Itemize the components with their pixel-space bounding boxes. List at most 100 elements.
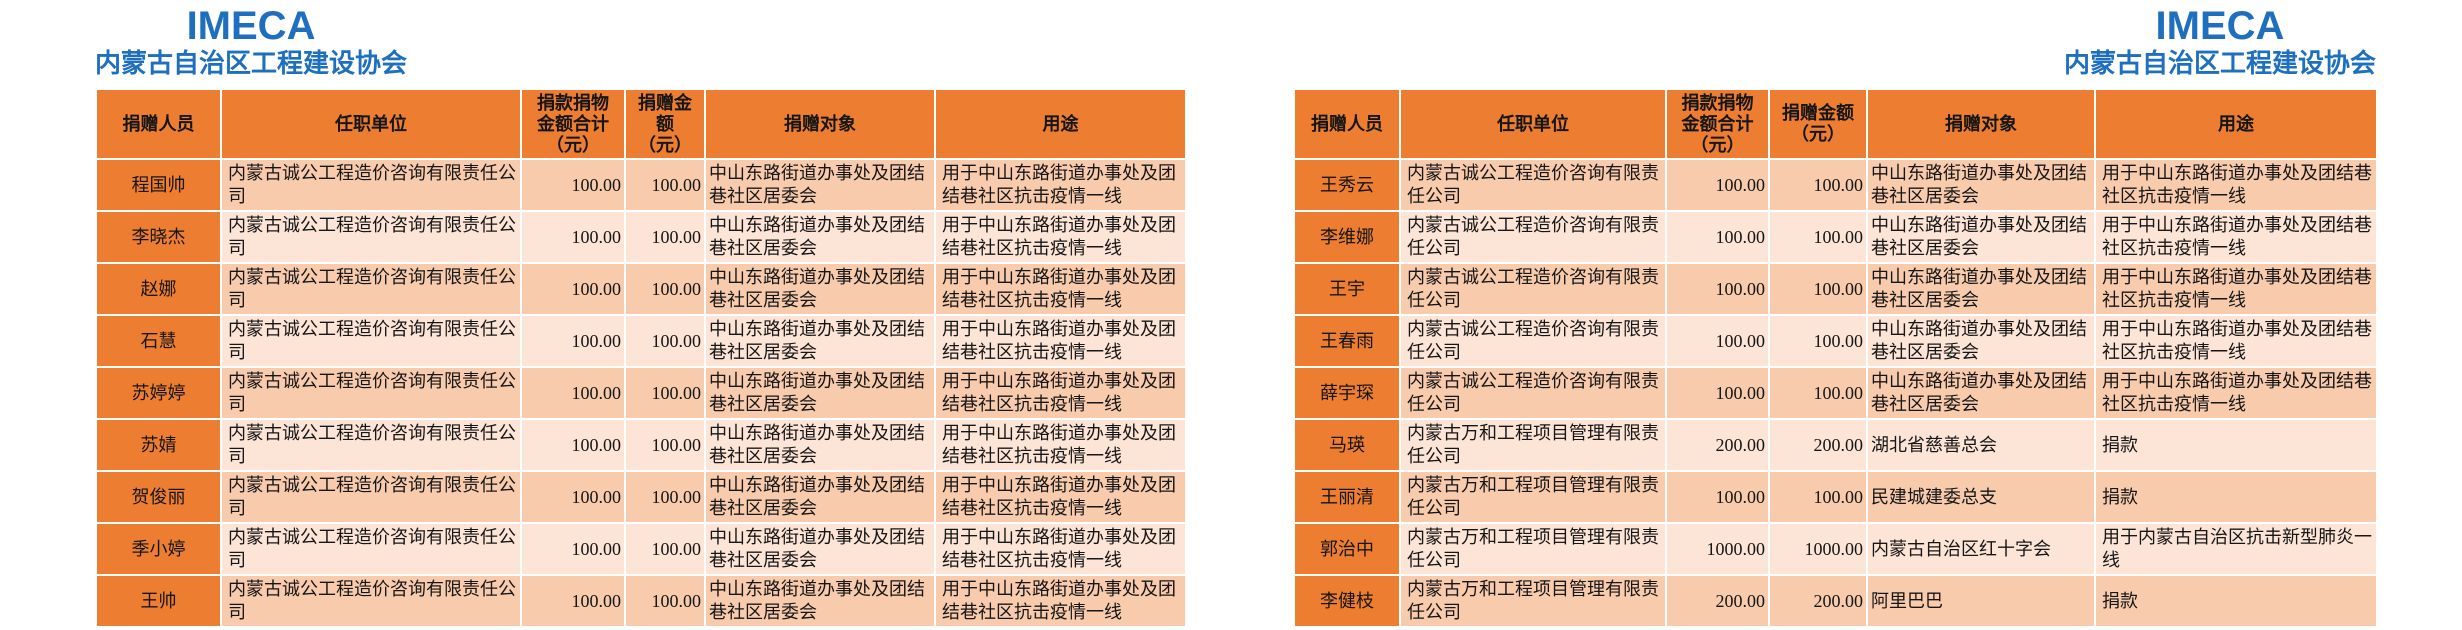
recipient-cell: 湖北省慈善总会 xyxy=(1866,418,2096,472)
table-row: 贺俊丽 内蒙古诚公工程造价咨询有限责任公司 100.00 100.00 中山东路街道办事… xyxy=(95,470,1187,524)
donation-amount-cell: 100.00 xyxy=(624,470,706,524)
donation-amount-cell: 100.00 xyxy=(624,314,706,368)
purpose-cell: 用于中山东路街道办事处及团结巷社区抗击疫情一线 xyxy=(2094,262,2378,316)
recipient-cell: 阿里巴巴 xyxy=(1866,574,2096,628)
employer-cell: 内蒙古万和工程项目管理有限责任公司 xyxy=(1399,574,1667,628)
purpose-cell: 用于中山东路街道办事处及团结巷社区抗击疫情一线 xyxy=(934,210,1187,264)
purpose-cell: 用于中山东路街道办事处及团结巷社区抗击疫情一线 xyxy=(934,418,1187,472)
employer-cell: 内蒙古万和工程项目管理有限责任公司 xyxy=(1399,470,1667,524)
donation-amount-cell: 100.00 xyxy=(624,158,706,212)
donor-name-cell: 王秀云 xyxy=(1293,158,1401,212)
recipient-cell: 中山东路街道办事处及团结巷社区居委会 xyxy=(704,366,936,420)
employer-cell: 内蒙古万和工程项目管理有限责任公司 xyxy=(1399,418,1667,472)
recipient-cell: 民建城建委总支 xyxy=(1866,470,2096,524)
purpose-cell: 用于中山东路街道办事处及团结巷社区抗击疫情一线 xyxy=(934,262,1187,316)
total-amount-cell: 100.00 xyxy=(520,158,626,212)
employer-cell: 内蒙古诚公工程造价咨询有限责任公司 xyxy=(220,210,522,264)
total-amount-cell: 100.00 xyxy=(520,314,626,368)
donor-name-cell: 苏婷婷 xyxy=(95,366,222,420)
header-row: 捐赠人员 任职单位 捐款捐物金额合计 （元） 捐赠金额 （元） 捐赠对象 用途 xyxy=(95,88,1187,160)
brand-logo: IMECA xyxy=(2155,4,2285,48)
purpose-cell: 用于中山东路街道办事处及团结巷社区抗击疫情一线 xyxy=(934,314,1187,368)
donor-name-cell: 薛宇琛 xyxy=(1293,366,1401,420)
donation-table-left: 捐赠人员 任职单位 捐款捐物金额合计 （元） 捐赠金额 （元） 捐赠对象 用途 程国帅 内蒙… xyxy=(95,88,1187,628)
purpose-cell: 用于中山东路街道办事处及团结巷社区抗击疫情一线 xyxy=(2094,158,2378,212)
donor-name-cell: 王宇 xyxy=(1293,262,1401,316)
column-header: 任职单位 xyxy=(1399,88,1667,160)
header-row: 捐赠人员 任职单位 捐款捐物金额合计 （元） 捐赠金额 （元） 捐赠对象 用途 xyxy=(1293,88,2378,160)
purpose-cell: 用于中山东路街道办事处及团结巷社区抗击疫情一线 xyxy=(934,470,1187,524)
table-row: 赵娜 内蒙古诚公工程造价咨询有限责任公司 100.00 100.00 中山东路街道办事处… xyxy=(95,262,1187,316)
purpose-cell: 捐款 xyxy=(2094,470,2378,524)
column-header: 捐赠人员 xyxy=(95,88,222,160)
donor-name-cell: 李晓杰 xyxy=(95,210,222,264)
total-amount-cell: 100.00 xyxy=(520,210,626,264)
recipient-cell: 中山东路街道办事处及团结巷社区居委会 xyxy=(704,574,936,628)
recipient-cell: 中山东路街道办事处及团结巷社区居委会 xyxy=(704,262,936,316)
total-amount-cell: 100.00 xyxy=(1665,470,1770,524)
recipient-cell: 中山东路街道办事处及团结巷社区居委会 xyxy=(704,314,936,368)
recipient-cell: 中山东路街道办事处及团结巷社区居委会 xyxy=(704,522,936,576)
donation-amount-cell: 100.00 xyxy=(624,366,706,420)
employer-cell: 内蒙古诚公工程造价咨询有限责任公司 xyxy=(1399,158,1667,212)
total-amount-cell: 100.00 xyxy=(520,262,626,316)
total-amount-cell: 100.00 xyxy=(520,418,626,472)
employer-cell: 内蒙古诚公工程造价咨询有限责任公司 xyxy=(1399,314,1667,368)
purpose-cell: 用于中山东路街道办事处及团结巷社区抗击疫情一线 xyxy=(934,158,1187,212)
donation-amount-cell: 1000.00 xyxy=(1768,522,1868,576)
table-row: 石慧 内蒙古诚公工程造价咨询有限责任公司 100.00 100.00 中山东路街道办事处… xyxy=(95,314,1187,368)
donor-name-cell: 李维娜 xyxy=(1293,210,1401,264)
donor-name-cell: 王春雨 xyxy=(1293,314,1401,368)
recipient-cell: 中山东路街道办事处及团结巷社区居委会 xyxy=(704,470,936,524)
donation-amount-cell: 100.00 xyxy=(1768,470,1868,524)
total-amount-cell: 100.00 xyxy=(1665,210,1770,264)
brand-org-name: 内蒙古自治区工程建设协会 xyxy=(2063,48,2376,78)
employer-cell: 内蒙古诚公工程造价咨询有限责任公司 xyxy=(220,470,522,524)
employer-cell: 内蒙古诚公工程造价咨询有限责任公司 xyxy=(1399,210,1667,264)
donation-amount-cell: 200.00 xyxy=(1768,418,1868,472)
total-amount-cell: 100.00 xyxy=(1665,366,1770,420)
donor-name-cell: 王丽清 xyxy=(1293,470,1401,524)
purpose-cell: 捐款 xyxy=(2094,574,2378,628)
recipient-cell: 中山东路街道办事处及团结巷社区居委会 xyxy=(1866,262,2096,316)
column-header: 捐赠人员 xyxy=(1293,88,1401,160)
column-header: 捐款捐物金额合计 （元） xyxy=(1665,88,1770,160)
purpose-cell: 用于中山东路街道办事处及团结巷社区抗击疫情一线 xyxy=(934,366,1187,420)
employer-cell: 内蒙古诚公工程造价咨询有限责任公司 xyxy=(1399,262,1667,316)
purpose-cell: 捐款 xyxy=(2094,418,2378,472)
total-amount-cell: 100.00 xyxy=(1665,158,1770,212)
recipient-cell: 中山东路街道办事处及团结巷社区居委会 xyxy=(1866,158,2096,212)
brand-org-name: 内蒙古自治区工程建设协会 xyxy=(95,48,408,78)
recipient-cell: 中山东路街道办事处及团结巷社区居委会 xyxy=(704,158,936,212)
total-amount-cell: 100.00 xyxy=(520,574,626,628)
donation-amount-cell: 100.00 xyxy=(624,262,706,316)
donation-amount-cell: 100.00 xyxy=(624,418,706,472)
employer-cell: 内蒙古诚公工程造价咨询有限责任公司 xyxy=(220,418,522,472)
donation-amount-cell: 100.00 xyxy=(1768,366,1868,420)
purpose-cell: 用于中山东路街道办事处及团结巷社区抗击疫情一线 xyxy=(2094,314,2378,368)
column-header: 用途 xyxy=(2094,88,2378,160)
table-row: 季小婷 内蒙古诚公工程造价咨询有限责任公司 100.00 100.00 中山东路街道办事… xyxy=(95,522,1187,576)
donor-name-cell: 苏婧 xyxy=(95,418,222,472)
table-row: 李晓杰 内蒙古诚公工程造价咨询有限责任公司 100.00 100.00 中山东路街道办事… xyxy=(95,210,1187,264)
purpose-cell: 用于内蒙古自治区抗击新型肺炎一线 xyxy=(2094,522,2378,576)
donation-amount-cell: 100.00 xyxy=(1768,158,1868,212)
brand-block: IMECA 内蒙古自治区工程建设协会 xyxy=(95,4,407,78)
employer-cell: 内蒙古诚公工程造价咨询有限责任公司 xyxy=(220,158,522,212)
employer-cell: 内蒙古诚公工程造价咨询有限责任公司 xyxy=(220,314,522,368)
brand-logo: IMECA xyxy=(186,4,316,48)
donation-amount-cell: 100.00 xyxy=(624,574,706,628)
table-row: 王秀云 内蒙古诚公工程造价咨询有限责任公司 100.00 100.00 中山东路街道办事… xyxy=(1293,158,2378,212)
employer-cell: 内蒙古万和工程项目管理有限责任公司 xyxy=(1399,522,1667,576)
left-page: IMECA 内蒙古自治区工程建设协会 捐赠人员 任职单位 捐款捐物金额合计 （元）捐… xyxy=(95,4,1187,628)
table-row: 薛宇琛 内蒙古诚公工程造价咨询有限责任公司 100.00 100.00 中山东路街道办事… xyxy=(1293,366,2378,420)
donor-name-cell: 程国帅 xyxy=(95,158,222,212)
donor-name-cell: 王帅 xyxy=(95,574,222,628)
recipient-cell: 中山东路街道办事处及团结巷社区居委会 xyxy=(704,210,936,264)
table-row: 李维娜 内蒙古诚公工程造价咨询有限责任公司 100.00 100.00 中山东路街道办事… xyxy=(1293,210,2378,264)
donation-amount-cell: 100.00 xyxy=(624,522,706,576)
donor-name-cell: 李健枝 xyxy=(1293,574,1401,628)
donation-amount-cell: 100.00 xyxy=(1768,314,1868,368)
purpose-cell: 用于中山东路街道办事处及团结巷社区抗击疫情一线 xyxy=(2094,210,2378,264)
donor-name-cell: 马瑛 xyxy=(1293,418,1401,472)
